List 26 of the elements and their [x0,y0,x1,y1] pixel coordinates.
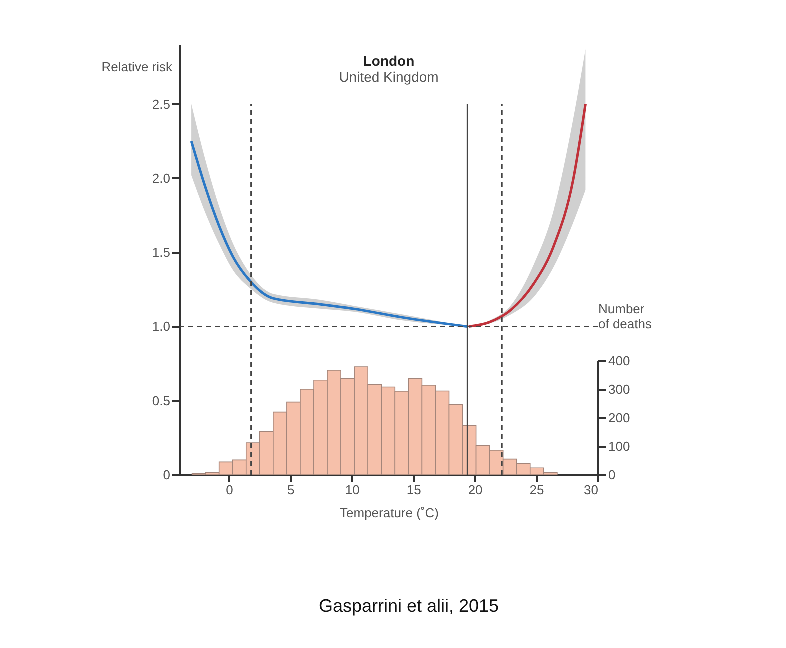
x-tick-label: 10 [345,482,360,498]
y2-tick-label: 100 [608,439,630,454]
text: Gasparrini et alii, 2015 [318,596,500,616]
y-tick-label: 1.0 [152,319,170,334]
x-tick-label: 30 [584,482,598,498]
x-tick-label: 5 [288,482,295,498]
x-tick-label: 15 [406,482,422,498]
x-tick-label: 0 [226,482,234,498]
x-tick-label: 20 [468,482,483,498]
line-series [190,140,468,328]
text: United Kingdom [339,69,439,85]
x-tick-label: 25 [530,482,544,498]
text: London [363,53,415,69]
y-tick-label: 2.5 [152,96,170,112]
y-tick-label: 1.5 [152,245,170,260]
y2-tick-label: 300 [608,382,630,398]
y2-tick-label: 400 [608,354,630,369]
y2-tick-label: 0 [608,468,616,482]
y-tick-label: 2.0 [152,170,170,186]
y-tick-label: 0.5 [152,393,170,408]
y2-axis-title: Number of deaths [598,302,652,332]
y2-tick-label: 200 [608,410,630,426]
y-tick-label: 0 [163,468,170,482]
y-axis-title: Relative risk [102,60,173,74]
line-series [468,103,587,328]
x-axis-title: Temperature (˚C) [340,506,439,520]
